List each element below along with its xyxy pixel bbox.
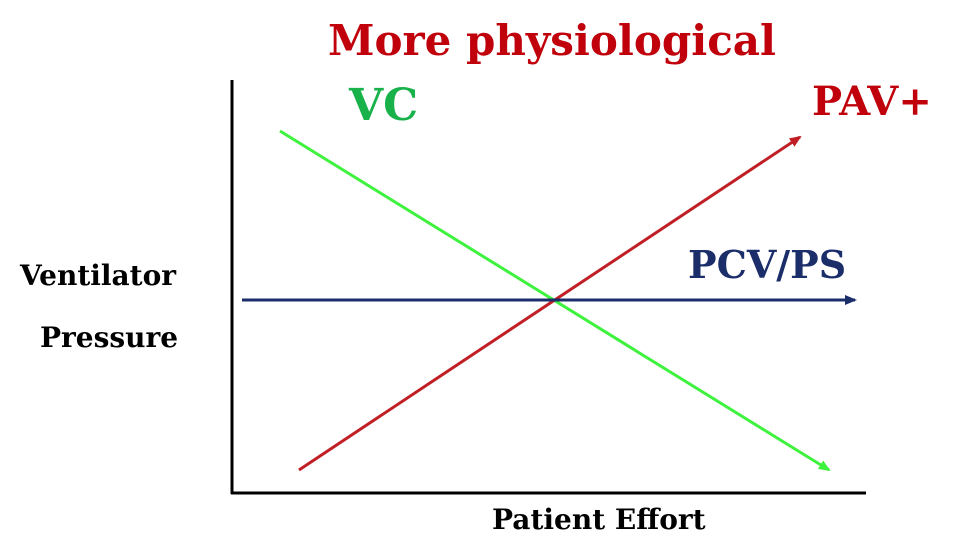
vc-label: VC xyxy=(349,80,419,131)
x-axis-label: Patient Effort xyxy=(492,503,706,536)
pcv-ps-label: PCV/PS xyxy=(688,242,847,287)
diagram-title: More physiological xyxy=(328,16,776,65)
pav-line xyxy=(298,135,802,472)
pav-label: PAV+ xyxy=(812,78,932,125)
y-axis-label-line1: Ventilator xyxy=(20,259,177,292)
y-axis-label-line2: Pressure xyxy=(40,321,179,354)
